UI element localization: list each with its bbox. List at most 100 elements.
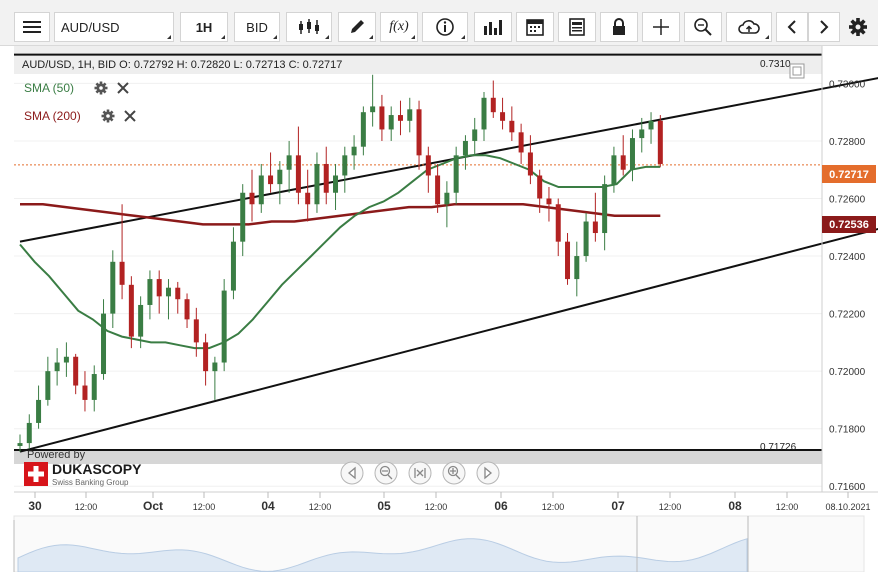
- candle-body: [602, 184, 608, 234]
- calendar-icon: [525, 17, 545, 37]
- candle-body: [54, 362, 60, 372]
- x-tick-label: 06: [494, 499, 508, 513]
- indicators-button[interactable]: [474, 12, 512, 42]
- function-button[interactable]: f(x): [380, 12, 418, 42]
- candle-body: [240, 192, 246, 242]
- candle-body: [620, 155, 626, 170]
- candle-body: [221, 290, 227, 363]
- candle-body: [258, 175, 264, 205]
- candle-body: [73, 356, 79, 386]
- candle-body: [110, 261, 116, 314]
- moving-averages: [19, 154, 661, 350]
- x-tick-label: 12:00: [542, 502, 565, 512]
- x-tick-label: 12:00: [425, 502, 448, 512]
- x-axis: 30 12:00 Oct 12:00 04 12:00 05 12:00 06 12:00 07 12…: [28, 492, 871, 513]
- brand-name: DUKASCOPY: [52, 461, 142, 477]
- sma200-price-text: 0.72536: [829, 219, 869, 231]
- candle-body: [212, 362, 218, 372]
- candle-body: [138, 304, 144, 337]
- dropdown-caret-icon: [457, 35, 465, 39]
- candle-body: [481, 97, 487, 130]
- candle-body: [17, 443, 23, 446]
- cloud-upload-icon: [738, 18, 760, 36]
- candle-body: [203, 342, 209, 372]
- candle-body: [537, 175, 543, 199]
- y-tick-label: 0.71600: [829, 482, 866, 493]
- price-chart[interactable]: 0.73000 0.72800 0.72600 0.72400 0.72200 0.720…: [0, 46, 878, 572]
- indicator-sma200[interactable]: SMA (200): [24, 109, 136, 123]
- x-tick-label: 30: [28, 499, 42, 513]
- hamburger-menu-icon: [23, 20, 41, 34]
- crosshair-button[interactable]: [642, 12, 680, 42]
- candle-body: [657, 120, 663, 164]
- candle-body: [156, 279, 162, 297]
- draw-pen-icon: [348, 18, 366, 36]
- zoom-button[interactable]: [684, 12, 722, 42]
- candle-body: [397, 115, 403, 121]
- side-label: BID: [246, 19, 268, 35]
- y-tick-label: 0.72000: [829, 367, 866, 378]
- candle-body: [314, 163, 320, 205]
- x-tick-label: 07: [611, 499, 625, 513]
- cloud-button[interactable]: [726, 12, 772, 42]
- scroll-right-button[interactable]: [808, 12, 840, 42]
- nav-zoom-in-icon[interactable]: [442, 461, 466, 485]
- y-tick-label: 0.72400: [829, 252, 866, 263]
- draw-button[interactable]: [338, 12, 376, 42]
- candle-body: [286, 155, 292, 170]
- candle-body: [555, 204, 561, 242]
- sma50-settings-icon[interactable]: [94, 81, 108, 95]
- candle-body: [295, 155, 301, 193]
- scroll-left-button[interactable]: [776, 12, 808, 42]
- candle-style-icon: [298, 18, 320, 36]
- horizontal-levels: [14, 53, 822, 451]
- scroll-left-icon: [786, 19, 798, 35]
- sma50-remove-icon[interactable]: [117, 82, 129, 94]
- y-tick-label: 0.72200: [829, 310, 866, 321]
- nav-zoom-out-icon[interactable]: [374, 461, 398, 485]
- y-tick-label: 0.73000: [829, 79, 866, 90]
- candle-style-button[interactable]: [286, 12, 332, 42]
- lock-button[interactable]: [600, 12, 638, 42]
- candle-body: [193, 319, 199, 343]
- timeframe-select[interactable]: 1H: [180, 12, 228, 42]
- menu-button[interactable]: [14, 12, 50, 42]
- sma50-label: SMA (50): [24, 81, 74, 95]
- indicator-sma50[interactable]: SMA (50): [24, 81, 129, 95]
- side-select[interactable]: BID: [234, 12, 280, 42]
- candle-body: [583, 221, 589, 257]
- candle-body: [435, 175, 441, 205]
- candle-body: [639, 129, 645, 139]
- calendar-button[interactable]: [516, 12, 554, 42]
- sma200-price-tag: 0.72536: [822, 216, 876, 233]
- x-tick-label: 08.10.2021: [825, 502, 870, 512]
- sma200-settings-icon[interactable]: [101, 109, 115, 123]
- candles: [17, 74, 663, 452]
- navigation-buttons: [340, 461, 500, 485]
- candle-body: [370, 106, 376, 113]
- sma200-remove-icon[interactable]: [124, 110, 136, 122]
- candle-body: [574, 256, 580, 280]
- report-icon: [567, 17, 587, 37]
- dukascopy-logo: Powered by DUKASCOPY Swiss Banking Group: [24, 449, 142, 487]
- report-button[interactable]: [558, 12, 596, 42]
- candle-body: [26, 422, 32, 444]
- candle-body: [527, 152, 533, 176]
- x-tick-label: 12:00: [193, 502, 216, 512]
- nav-first-icon[interactable]: [340, 461, 364, 485]
- expand-icon[interactable]: [789, 63, 805, 79]
- ohlc-label: AUD/USD, 1H, BID O: 0.72792 H: 0.72820 L…: [22, 59, 342, 71]
- instrument-select[interactable]: AUD/USD: [54, 12, 174, 42]
- x-tick-label: 12:00: [309, 502, 332, 512]
- dropdown-caret-icon: [365, 35, 373, 39]
- candle-body: [444, 192, 450, 205]
- nav-last-icon[interactable]: [476, 461, 500, 485]
- x-tick-label: 08: [728, 499, 742, 513]
- candle-body: [592, 221, 598, 234]
- instrument-label: AUD/USD: [61, 19, 120, 35]
- candle-body: [101, 313, 107, 375]
- lock-icon: [610, 17, 628, 37]
- nav-fit-icon[interactable]: [408, 461, 432, 485]
- settings-button[interactable]: [842, 12, 874, 42]
- info-button[interactable]: [422, 12, 468, 42]
